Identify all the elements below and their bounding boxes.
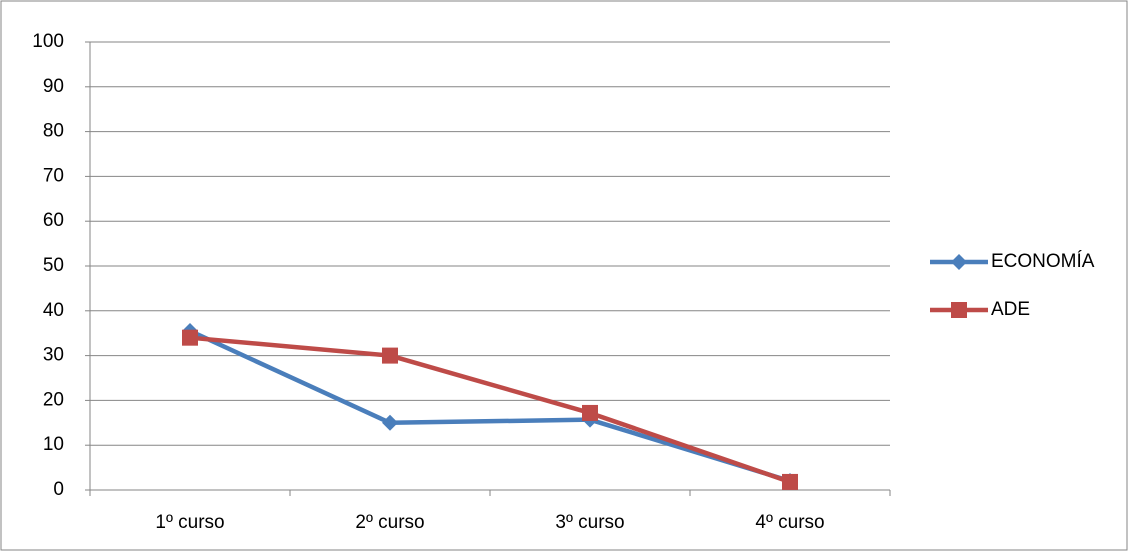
- point-marker: [582, 404, 598, 421]
- y-tick-label: 20: [43, 389, 64, 410]
- point-marker: [182, 329, 198, 346]
- x-tick-label: 4º curso: [755, 512, 824, 533]
- y-tick-label: 0: [53, 479, 64, 500]
- y-tick-label: 70: [43, 165, 64, 186]
- point-marker: [382, 414, 398, 431]
- y-tick-label: 90: [43, 76, 64, 97]
- series-line: [189, 328, 791, 484]
- y-tick-label: 10: [43, 434, 64, 455]
- series-line: [189, 335, 791, 485]
- y-tick-label: 60: [43, 210, 64, 231]
- legend-label: ADE: [991, 299, 1030, 320]
- y-tick-label: 30: [43, 345, 64, 366]
- x-tick-label: 2º curso: [355, 512, 424, 533]
- legend-label: ECONOMÍA: [991, 251, 1095, 272]
- y-tick-label: 40: [43, 300, 64, 321]
- y-tick-label: 80: [43, 121, 64, 142]
- x-tick-label: 3º curso: [555, 512, 624, 533]
- point-marker: [951, 302, 967, 318]
- point-marker: [782, 473, 798, 490]
- point-marker: [382, 347, 398, 364]
- y-tick-label: 100: [32, 31, 64, 52]
- y-tick-label: 50: [43, 255, 64, 276]
- point-marker: [951, 254, 967, 270]
- x-tick-label: 1º curso: [155, 512, 224, 533]
